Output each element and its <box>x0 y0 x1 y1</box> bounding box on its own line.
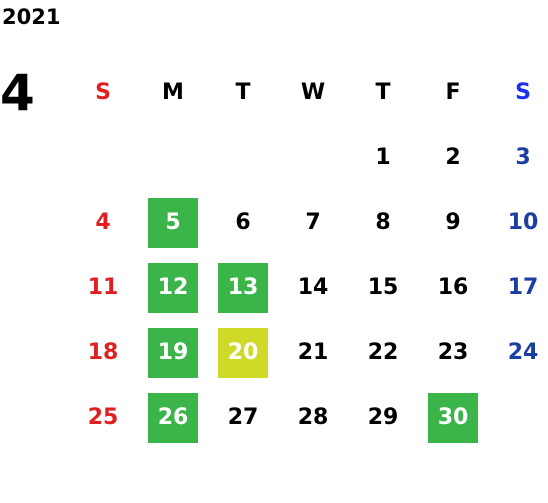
day-cell-22[interactable]: 22 <box>348 320 418 385</box>
day-cell-4[interactable]: 4 <box>68 190 138 255</box>
calendar-month: 4 <box>0 64 35 122</box>
day-number: 28 <box>297 405 329 430</box>
day-number: 17 <box>507 275 539 300</box>
day-number: 25 <box>87 405 119 430</box>
day-number: 4 <box>95 210 111 235</box>
day-cell-7[interactable]: 7 <box>278 190 348 255</box>
day-number: 8 <box>375 210 391 235</box>
day-number: 16 <box>437 275 469 300</box>
day-cell-24[interactable]: 24 <box>488 320 548 385</box>
weekday-header-thu: T <box>375 80 391 105</box>
day-cell-26[interactable]: 26 <box>138 385 208 450</box>
day-number-highlighted: 5 <box>148 197 198 248</box>
weekday-header-wed: W <box>300 80 326 105</box>
empty-day-cell <box>138 125 208 190</box>
day-cell-12[interactable]: 12 <box>138 255 208 320</box>
day-cell-20[interactable]: 20 <box>208 320 278 385</box>
day-number-highlighted: 26 <box>148 392 198 443</box>
day-number: 14 <box>297 275 329 300</box>
day-cell-10[interactable]: 10 <box>488 190 548 255</box>
day-cell-16[interactable]: 16 <box>418 255 488 320</box>
day-number: 9 <box>445 210 461 235</box>
empty-day-cell <box>278 125 348 190</box>
day-cell-3[interactable]: 3 <box>488 125 548 190</box>
day-number: 22 <box>367 340 399 365</box>
day-number-highlighted: 12 <box>148 262 198 313</box>
day-number: 2 <box>445 145 461 170</box>
day-number: 24 <box>507 340 539 365</box>
day-cell-8[interactable]: 8 <box>348 190 418 255</box>
day-cell-27[interactable]: 27 <box>208 385 278 450</box>
day-cell-30[interactable]: 30 <box>418 385 488 450</box>
day-cell-19[interactable]: 19 <box>138 320 208 385</box>
day-cell-15[interactable]: 15 <box>348 255 418 320</box>
day-cell-28[interactable]: 28 <box>278 385 348 450</box>
day-cell-21[interactable]: 21 <box>278 320 348 385</box>
weekday-header-mon: M <box>162 80 184 105</box>
day-number: 15 <box>367 275 399 300</box>
weekday-header-sun: S <box>95 80 111 105</box>
day-cell-29[interactable]: 29 <box>348 385 418 450</box>
empty-day-cell <box>68 125 138 190</box>
day-number: 11 <box>87 275 119 300</box>
day-cell-18[interactable]: 18 <box>68 320 138 385</box>
day-cell-13[interactable]: 13 <box>208 255 278 320</box>
day-number: 1 <box>375 145 391 170</box>
day-cell-6[interactable]: 6 <box>208 190 278 255</box>
day-cell-2[interactable]: 2 <box>418 125 488 190</box>
day-cell-23[interactable]: 23 <box>418 320 488 385</box>
day-number-highlighted: 19 <box>148 327 198 378</box>
day-cell-11[interactable]: 11 <box>68 255 138 320</box>
day-cell-17[interactable]: 17 <box>488 255 548 320</box>
empty-day-cell <box>488 385 548 450</box>
day-number: 18 <box>87 340 119 365</box>
day-number: 3 <box>515 145 531 170</box>
day-number: 23 <box>437 340 469 365</box>
day-number-highlighted: 13 <box>218 262 268 313</box>
day-number: 10 <box>507 210 539 235</box>
weekday-header-sat: S <box>515 80 531 105</box>
empty-day-cell <box>208 125 278 190</box>
day-number: 27 <box>227 405 259 430</box>
day-cell-5[interactable]: 5 <box>138 190 208 255</box>
weekday-header-fri: F <box>445 80 461 105</box>
day-cell-25[interactable]: 25 <box>68 385 138 450</box>
day-number-highlighted: 20 <box>218 327 268 378</box>
day-number-highlighted: 30 <box>428 392 478 443</box>
weekday-header-tue: T <box>235 80 251 105</box>
calendar-year: 2021 <box>2 5 61 29</box>
day-number: 6 <box>235 210 251 235</box>
day-cell-1[interactable]: 1 <box>348 125 418 190</box>
day-number: 29 <box>367 405 399 430</box>
day-number: 21 <box>297 340 329 365</box>
day-cell-14[interactable]: 14 <box>278 255 348 320</box>
calendar-grid: S M T W T F S 1 2 3 4 5 6 7 8 9 10 11 12 13 14 15 16 17 18 19 20 21… <box>68 60 548 450</box>
day-cell-9[interactable]: 9 <box>418 190 488 255</box>
day-number: 7 <box>305 210 321 235</box>
